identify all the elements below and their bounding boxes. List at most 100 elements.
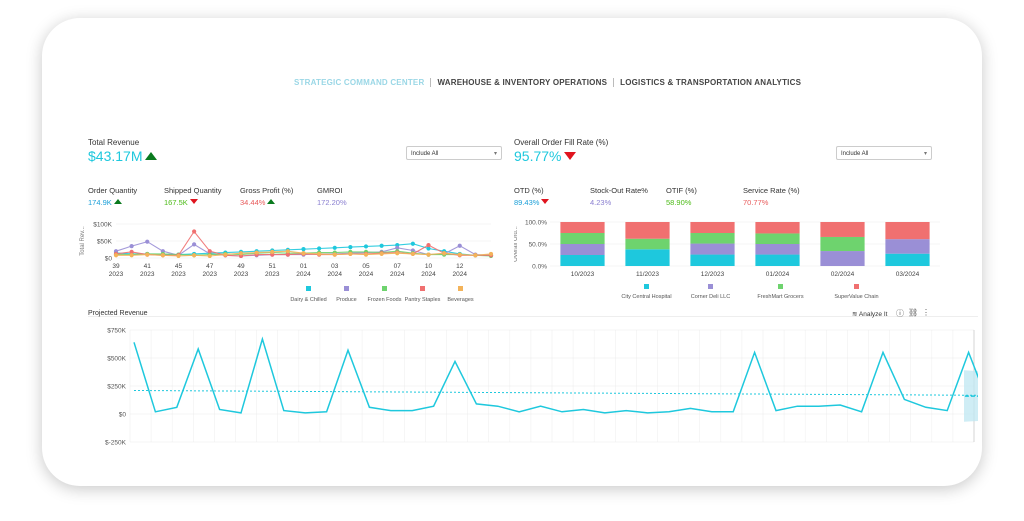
order-fill-rate-title: Overall Order Fill Rate (%) [514,138,609,147]
data-point [332,245,337,250]
data-point [129,253,134,258]
x-tick-label: 47 [206,263,214,270]
left-include-all-select[interactable]: Include All ▾ [406,146,502,160]
y-tick-label: $250K [107,384,126,391]
x-tick-label: 2024 [421,271,436,278]
x-tick-label: 41 [144,263,152,270]
trend-up-icon [113,199,122,204]
total-revenue-title: Total Revenue [88,138,140,147]
trend-down-icon [189,199,198,204]
metric-label: Gross Profit (%) [240,186,294,195]
legend-label: City Central Hospital [621,294,671,300]
x-tick-label: 2023 [234,271,249,278]
metric-number: 174.9K [88,198,112,207]
y-axis-label: Total Rev... [80,226,86,256]
order-fill-rate-number: 95.77% [514,148,562,164]
bar-segment [885,222,930,240]
x-tick-label: 03 [331,263,339,270]
bar-segment [885,253,930,266]
data-point [395,251,400,256]
dashboard-card: STRATEGIC COMMAND CENTER WAREHOUSE & INVE… [42,18,982,486]
tab-strategic-command-center[interactable]: STRATEGIC COMMAND CENTER [288,78,432,87]
data-point [348,245,353,250]
legend-label: Produce [336,297,357,303]
legend-swatch [778,284,783,289]
more-options-icon[interactable]: ⋮ [922,308,930,317]
data-point [379,243,384,248]
x-tick-label: 2023 [140,271,155,278]
x-tick-label: 2023 [265,271,280,278]
data-point [270,249,275,254]
data-point [285,249,290,254]
tab-bar: STRATEGIC COMMAND CENTER WAREHOUSE & INVE… [288,78,807,87]
trend-line [133,389,978,396]
data-point [410,251,415,257]
data-point [317,251,322,257]
info-icon[interactable]: ⓘ [896,309,904,318]
legend-swatch [708,284,713,289]
right-include-all-select[interactable]: Include All ▾ [836,146,932,160]
data-point [488,251,494,257]
legend-label: Beverages [447,297,474,303]
y-tick-label: $-250K [105,440,127,447]
metric-label: Order Quantity [88,186,138,195]
metric-label: OTIF (%) [666,186,697,195]
trend-up-icon [145,152,158,160]
data-point [426,252,431,257]
legend-swatch [382,286,387,291]
metric-order-quantity: Order Quantity 174.9K [88,186,137,207]
x-tick-label: 2023 [109,271,124,278]
y-tick-label: $750K [107,328,126,335]
x-tick-label: 03/2024 [896,271,920,278]
analyze-it-label: Analyze It [858,311,888,318]
link-icon[interactable]: ⛓ [908,308,919,317]
data-point [301,247,306,252]
bar-segment [690,243,735,255]
metric-otd: OTD (%) 89.43% [514,186,550,207]
x-tick-label: 51 [269,263,277,270]
data-point [145,252,150,257]
metric-value: 167.5K [164,198,222,207]
legend-swatch [644,284,649,289]
data-point [348,251,353,257]
data-point [457,252,462,257]
data-point [473,253,478,258]
metric-number: 167.5K [164,198,188,207]
bar-segment [625,249,670,266]
data-point [426,242,431,248]
data-point [238,251,244,256]
analyze-it-button[interactable]: ≋ Analyze It [852,310,887,318]
metric-gross-profit: Gross Profit (%) 34.44% [240,186,293,207]
data-point [207,249,212,254]
metric-gmroi: GMROI 172.20% [317,186,347,207]
legend-swatch [420,286,425,291]
metric-label: Stock-Out Rate% [590,186,648,195]
metric-otif: OTIF (%) 58.90% [666,186,697,207]
actual-revenue-line [133,336,978,414]
total-revenue-number: $43.17M [88,148,143,164]
legend-label: SuperValue Chain [834,294,878,300]
x-tick-label: 2024 [359,271,374,278]
tab-warehouse-inventory[interactable]: WAREHOUSE & INVENTORY OPERATIONS [431,78,615,87]
x-tick-label: 11/2023 [636,271,659,278]
x-tick-label: 2024 [296,271,311,278]
data-point [301,251,306,256]
metric-label: GMROI [317,186,343,195]
data-point [207,253,212,259]
data-point [363,244,369,249]
bar-segment [560,233,605,244]
data-point [442,251,447,256]
y-tick-label: 50.0% [529,242,548,249]
data-point [457,243,462,248]
bar-segment [755,254,800,266]
metric-label: Service Rate (%) [743,186,800,195]
tab-logistics-transportation[interactable]: LOGISTICS & TRANSPORTATION ANALYTICS [620,78,802,87]
data-point [363,252,369,257]
data-point [426,246,431,251]
metric-number: 89.43% [514,198,540,207]
data-point [254,250,259,255]
bar-segment [560,244,605,255]
x-tick-label: 05 [362,263,370,270]
projected-revenue-title: Projected Revenue [88,310,148,317]
